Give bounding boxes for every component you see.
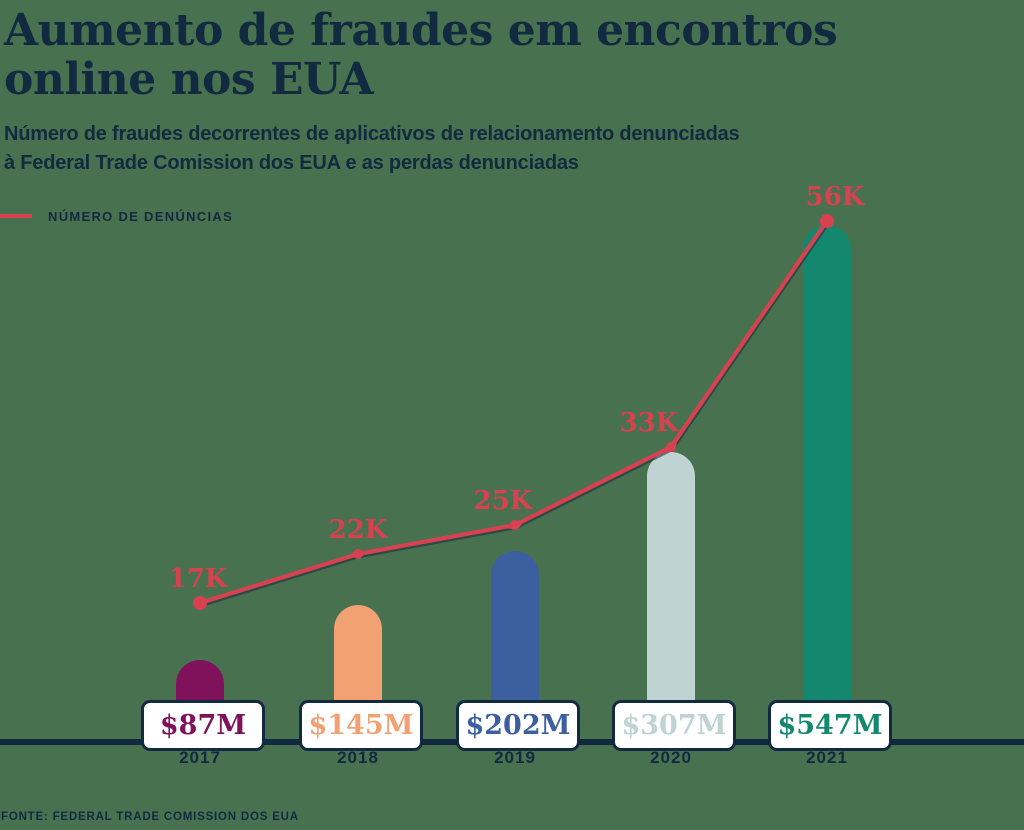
title-line-2: online nos EUA (4, 54, 374, 106)
line-arrow-marker-2018 (349, 548, 367, 560)
source-note: FONTE: FEDERAL TRADE COMISSION DOS EUA (1, 811, 299, 823)
loss-value-box-2019: $202M (456, 700, 580, 751)
year-label-2017: 2017 (179, 748, 221, 767)
year-label-2018: 2018 (337, 748, 379, 767)
loss-value-box-2018: $145M (299, 700, 423, 751)
complaints-value-label-2018: 22K (328, 515, 388, 545)
complaints-value-label-2020: 33K (619, 408, 679, 438)
legend-label: NÚMERO DE DENÚNCIAS (48, 208, 234, 224)
loss-value-box-2021: $547M (768, 700, 892, 751)
loss-value-box-2017: $87M (141, 700, 265, 751)
line-shadow (199, 220, 830, 608)
complaints-value-label-2019: 25K (473, 486, 533, 516)
year-label-2020: 2020 (650, 748, 692, 767)
complaints-value-label-2017: 17K (168, 564, 228, 594)
chart-subtitle: Número de fraudes decorrentes de aplicat… (4, 120, 740, 178)
loss-bar-2020 (647, 452, 695, 742)
subtitle-line-1: Número de fraudes decorrentes de aplicat… (4, 123, 740, 145)
title-line-1: Aumento de fraudes em encontros (4, 5, 838, 56)
complaints-value-label-2021: 56K (805, 182, 865, 212)
line-endpoint-marker-2017 (193, 596, 207, 610)
subtitle-line-2: à Federal Trade Comission dos EUA e as p… (4, 152, 579, 174)
loss-bar-2021 (803, 225, 851, 742)
legend: NÚMERO DE DENÚNCIAS (0, 205, 233, 227)
line-arrow-marker-2019 (506, 519, 524, 531)
complaints-line (199, 219, 829, 606)
page-title: Aumento de fraudes em encontros online n… (4, 5, 838, 106)
loss-value-box-2020: $307M (612, 700, 736, 751)
legend-line-swatch (0, 214, 32, 218)
year-label-2019: 2019 (494, 748, 536, 767)
year-label-2021: 2021 (806, 748, 848, 767)
